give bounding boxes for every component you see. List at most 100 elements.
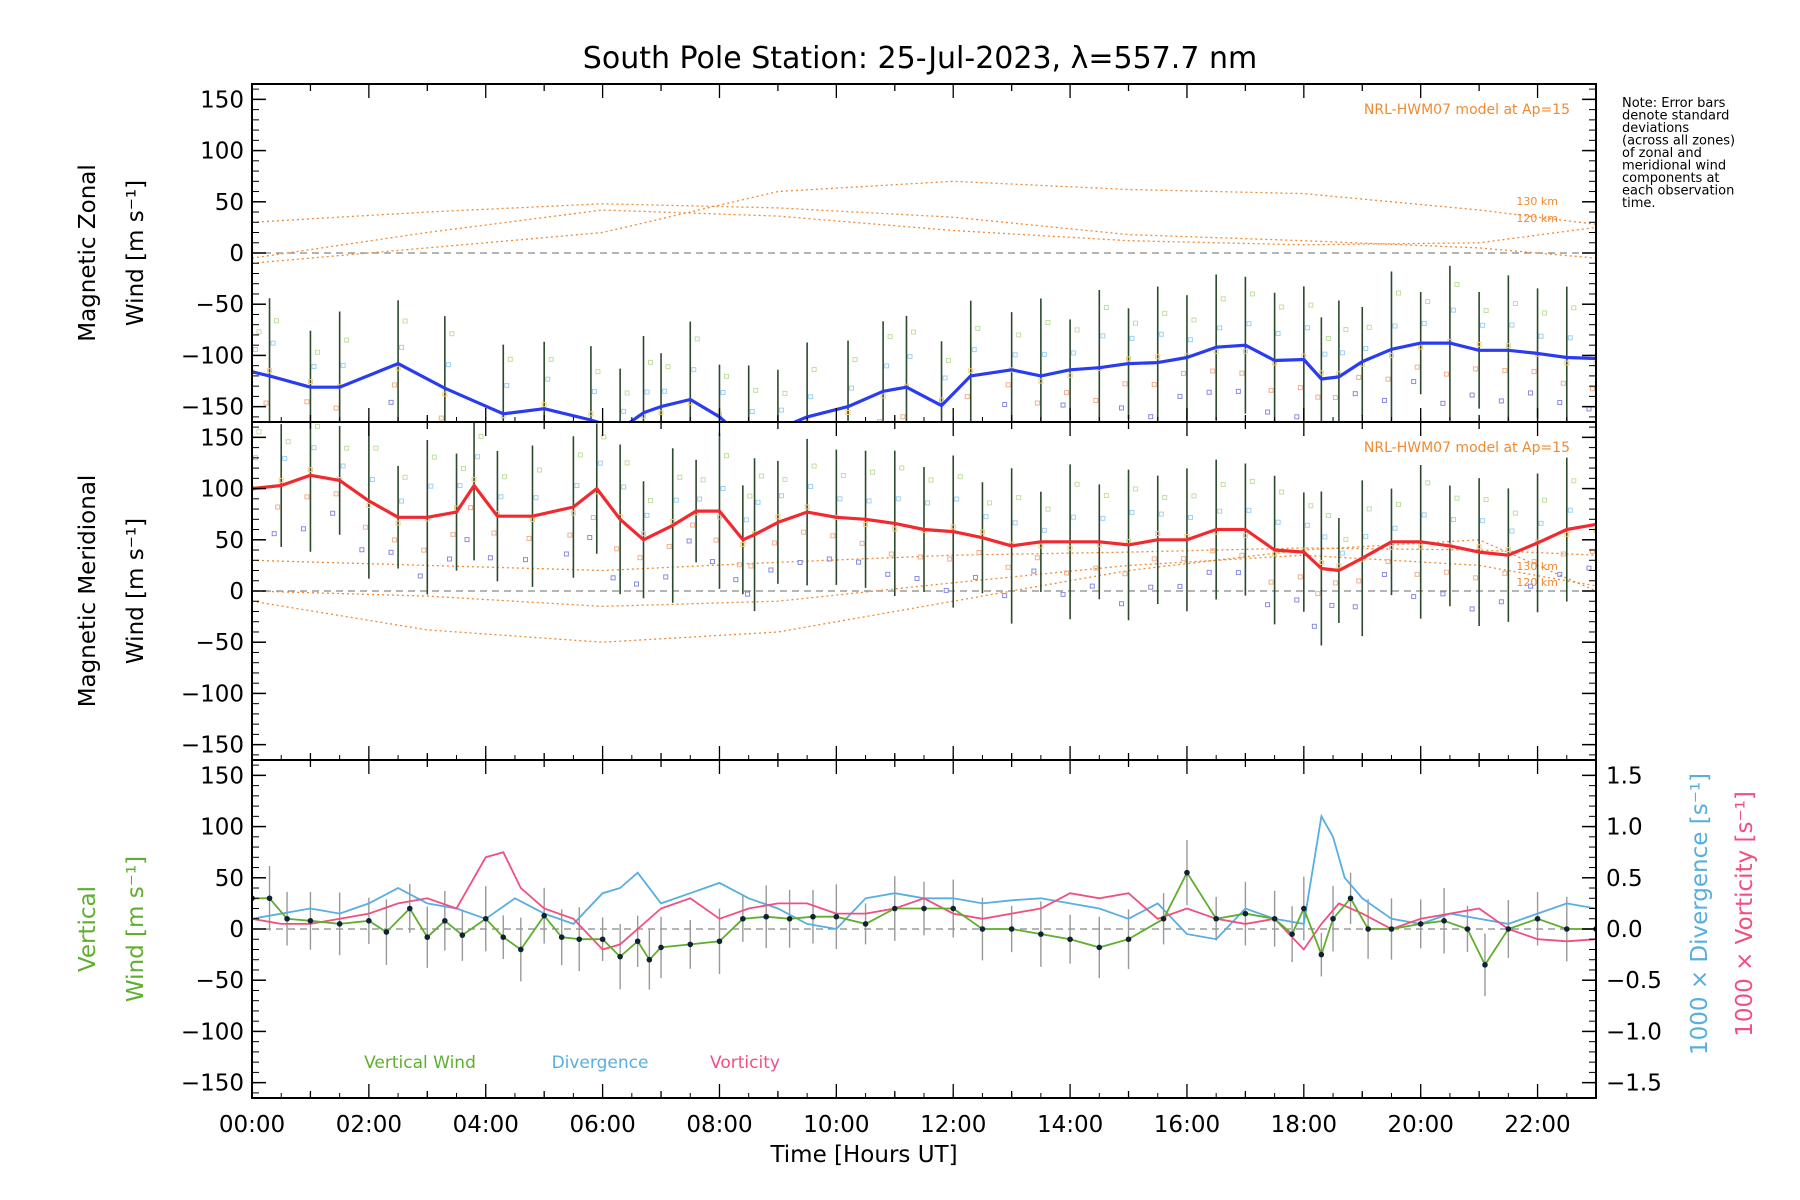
zone-marker (1032, 423, 1036, 427)
zone-marker (1440, 591, 1446, 597)
zone-marker (624, 390, 630, 396)
zone-marker (1119, 405, 1125, 411)
zone-marker (597, 460, 603, 466)
zone-marker (501, 474, 507, 480)
vertical-wind-point (763, 913, 770, 920)
zone-marker (1531, 559, 1537, 565)
vertical-wind-point (1160, 915, 1167, 922)
zone-marker (753, 387, 759, 393)
zone-marker (880, 393, 886, 399)
vertical-wind-point (1125, 936, 1132, 943)
zonal-wind-line (252, 341, 1596, 422)
vertical-wind-point (459, 932, 466, 938)
zone-marker (591, 389, 597, 395)
zone-marker (539, 432, 543, 436)
zone-marker (1191, 317, 1197, 323)
vertical-wind-point (921, 905, 927, 912)
zone-marker (399, 498, 405, 504)
zone-marker (1187, 514, 1193, 520)
y-tick-label: 150 (200, 87, 244, 113)
zone-marker (648, 498, 654, 504)
zone-marker (601, 434, 607, 440)
vertical-wind-point (740, 915, 746, 922)
zone-marker (1235, 388, 1241, 394)
zone-marker (1158, 511, 1164, 517)
zone-marker (587, 535, 593, 541)
zone-marker (1239, 552, 1245, 558)
zone-marker (1601, 302, 1605, 306)
zone-marker (1242, 348, 1248, 354)
zone-marker (1443, 371, 1449, 377)
zone-marker (1129, 335, 1135, 341)
zone-marker (644, 389, 650, 395)
zone-marker (307, 467, 313, 473)
vertical-wind-point (599, 936, 606, 943)
zone-marker (1249, 291, 1255, 297)
note-line: Note: Error bars (1622, 96, 1726, 111)
model-curve-model-120km (252, 180, 1596, 264)
zone-marker (1272, 551, 1278, 557)
y2-tick-label: −0.5 (1606, 968, 1662, 994)
zone-marker (314, 349, 320, 355)
zone-marker (723, 373, 729, 379)
zone-marker (1560, 551, 1566, 557)
y-tick-label: 100 (200, 139, 244, 165)
vertical-wind-point (658, 944, 664, 951)
zone-marker (1155, 531, 1161, 537)
zone-marker (670, 518, 676, 524)
zone-marker (943, 587, 949, 593)
zone-marker (1325, 513, 1331, 519)
zone-marker (768, 567, 774, 573)
vertical-wind-point (833, 913, 840, 920)
zone-marker (1235, 570, 1241, 576)
zone-marker (595, 369, 601, 375)
zone-marker (745, 591, 751, 597)
zone-marker (311, 445, 317, 451)
zone-marker (1100, 515, 1106, 521)
zone-marker (1016, 495, 1022, 501)
zone-marker (1279, 304, 1285, 310)
y2-tick-label: −1.5 (1606, 1071, 1662, 1097)
zone-marker (395, 520, 401, 526)
zone-marker (801, 529, 807, 535)
zone-marker (983, 514, 989, 520)
zone-marker (1571, 305, 1577, 311)
vertical-wind-point (500, 934, 507, 940)
zone-marker (1330, 425, 1334, 429)
y-axis-label-line2: Wind [m s⁻¹] (123, 856, 149, 1002)
zone-marker (782, 390, 788, 396)
zone-marker (713, 537, 719, 543)
zone-marker (839, 447, 843, 451)
zone-marker (709, 559, 715, 565)
zone-marker (278, 477, 284, 483)
zone-marker (366, 503, 372, 509)
zone-marker (340, 362, 346, 368)
zone-marker (1363, 346, 1369, 352)
zone-marker (802, 437, 806, 441)
zone-marker (1593, 361, 1596, 367)
zone-marker (840, 472, 846, 478)
zone-marker (1450, 307, 1456, 313)
zone-marker (1279, 489, 1285, 495)
zone-marker (749, 409, 755, 415)
zone-marker (461, 466, 467, 472)
y-tick-label: −150 (181, 395, 244, 421)
zone-marker (1366, 324, 1372, 330)
zone-marker (897, 441, 901, 445)
zone-marker (1071, 514, 1077, 520)
note-line: time. (1622, 196, 1656, 211)
zone-marker (1498, 599, 1504, 605)
zone-marker (1528, 390, 1534, 396)
zone-marker (1542, 497, 1548, 503)
zone-marker (635, 458, 639, 462)
zone-marker (1005, 382, 1011, 388)
zone-marker (1505, 343, 1511, 349)
zone-marker (743, 517, 749, 523)
zone-marker (1312, 423, 1316, 427)
y-tick-label: −100 (181, 681, 244, 707)
y2-label-divergence: 1000 × Divergence [s⁻¹] (1687, 773, 1713, 1055)
zone-marker (478, 433, 484, 439)
zone-marker (1483, 307, 1489, 313)
zone-marker (300, 526, 306, 532)
